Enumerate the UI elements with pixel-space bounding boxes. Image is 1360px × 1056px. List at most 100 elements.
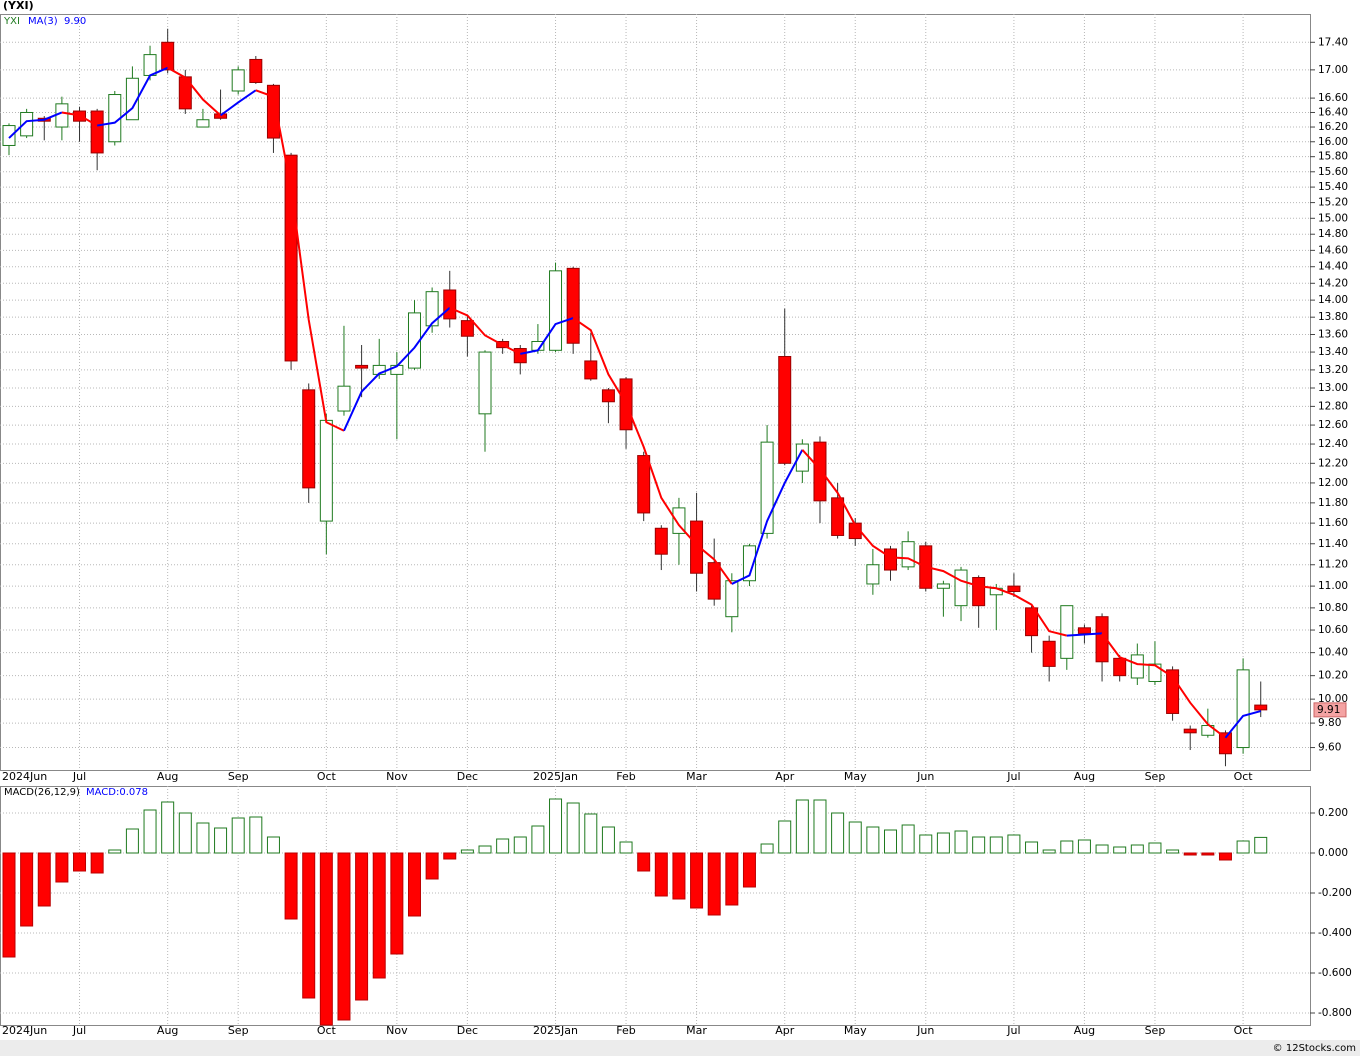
macd-bar — [601, 826, 615, 854]
y-tick-label: 14.20 — [1318, 277, 1348, 289]
macd-bar — [319, 852, 333, 1026]
macd-bar — [20, 852, 34, 927]
macd-bar — [1236, 840, 1250, 854]
candle-body — [637, 455, 651, 514]
y-tick-label: 17.00 — [1318, 64, 1348, 76]
macd-bar — [760, 843, 774, 854]
macd-bar — [302, 852, 316, 999]
macd-bar — [619, 841, 633, 854]
candle-body — [214, 113, 228, 119]
ma-line — [801, 449, 1068, 637]
x-tick-label: Mar — [686, 1024, 707, 1037]
x-tick-label: Oct — [317, 770, 337, 783]
x-tick-label: Aug — [1074, 1024, 1095, 1037]
macd-bar — [1148, 842, 1162, 854]
macd-bar — [1025, 841, 1039, 854]
x-tick-label: Jun — [916, 770, 934, 783]
y-tick-label: 12.40 — [1318, 438, 1348, 450]
macd-bar — [407, 852, 421, 917]
plot-frame — [0, 786, 1311, 1026]
y-tick-label: 10.60 — [1318, 624, 1348, 636]
macd-bar — [795, 799, 809, 854]
candle-body — [337, 385, 351, 412]
macd-bar — [1218, 852, 1232, 861]
x-tick-label: Sep — [1145, 770, 1166, 783]
macd-bar — [355, 852, 369, 1001]
candle-body — [161, 41, 175, 71]
candle-body — [601, 389, 615, 403]
macd-bar — [690, 852, 704, 909]
candle-body — [302, 389, 316, 489]
macd-bar — [989, 836, 1003, 854]
candle-body — [1254, 704, 1268, 711]
candle-body — [566, 267, 580, 344]
x-tick-label: Sep — [228, 1024, 249, 1037]
macd-bar — [460, 849, 474, 854]
macd-bar — [1042, 849, 1056, 854]
candle-body — [690, 520, 704, 574]
x-tick-label: Feb — [616, 770, 635, 783]
y-tick-label: 15.20 — [1318, 197, 1348, 209]
macd-bar — [866, 826, 880, 854]
y-tick-label: 15.40 — [1318, 181, 1348, 193]
macd-bar — [654, 852, 668, 897]
macd-bar — [1201, 852, 1215, 856]
legend-entry: YXI — [3, 16, 20, 27]
x-tick-label: Dec — [457, 770, 478, 783]
macd-bar — [178, 812, 192, 854]
x-tick-label: Aug — [157, 770, 178, 783]
y-tick-label: 9.60 — [1318, 742, 1341, 754]
macd-bar — [919, 834, 933, 854]
candle-body — [549, 270, 563, 351]
macd-bar — [1077, 839, 1091, 854]
macd-bar — [742, 852, 756, 888]
x-tick-label: Jul — [1006, 1024, 1020, 1037]
candle-body — [1183, 728, 1197, 734]
x-tick-label: Aug — [157, 1024, 178, 1037]
candle-body — [884, 548, 897, 571]
x-tick-label: Sep — [228, 770, 249, 783]
ma-line — [1101, 632, 1227, 739]
candle-body — [1007, 585, 1021, 593]
candle-body — [1042, 640, 1056, 667]
candle-body — [1077, 627, 1091, 634]
x-tick-label: Oct — [1234, 770, 1254, 783]
candle-body — [831, 497, 845, 536]
macd-bar — [55, 852, 69, 883]
y-tick-label: 12.00 — [1318, 477, 1348, 489]
y-tick-label: 9.80 — [1318, 717, 1341, 729]
macd-bar — [478, 845, 492, 854]
macd-bar — [125, 828, 139, 854]
candle-body — [443, 289, 457, 320]
macd-bar — [2, 852, 16, 958]
x-tick-label: Nov — [386, 1024, 408, 1037]
ma-line — [255, 89, 345, 432]
candle-body — [1060, 605, 1074, 659]
y-tick-label: -0.800 — [1318, 1007, 1352, 1019]
candle-body — [654, 527, 668, 555]
ma-line — [1224, 710, 1261, 739]
x-tick-label: Mar — [686, 770, 707, 783]
candle-body — [866, 564, 880, 585]
macd-bar — [901, 824, 915, 854]
y-tick-label: -0.600 — [1318, 967, 1352, 979]
y-tick-label: 0.000 — [1318, 847, 1348, 859]
candle-body — [143, 54, 157, 76]
ma-line — [1066, 632, 1103, 637]
y-tick-label: 10.80 — [1318, 602, 1348, 614]
macd-bar — [496, 838, 510, 854]
ma-line — [219, 89, 257, 117]
macd-bar — [637, 852, 651, 872]
macd-bar — [231, 817, 245, 854]
price-label: 9.91 — [1317, 704, 1340, 716]
candle-body — [1148, 663, 1162, 682]
candle-body — [196, 119, 210, 128]
ma-line — [731, 449, 804, 585]
macd-bar — [73, 852, 87, 872]
macd-bar — [1060, 840, 1074, 854]
y-tick-label: 12.60 — [1318, 419, 1348, 431]
candle-body — [778, 355, 792, 464]
y-tick-label: 14.40 — [1318, 261, 1348, 273]
footer-bar — [0, 1040, 1360, 1056]
